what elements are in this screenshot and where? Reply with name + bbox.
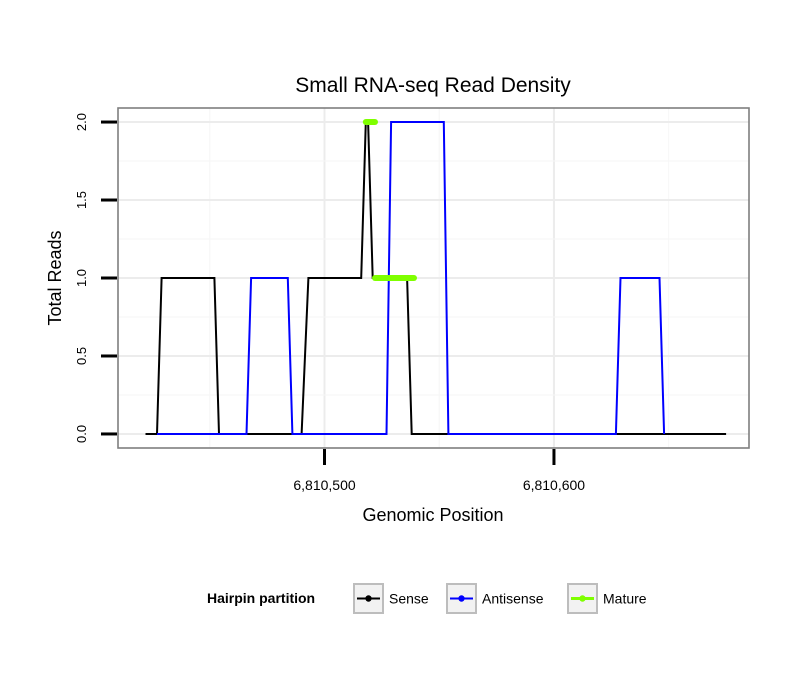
legend: Hairpin partition Sense Antisense Mature [207, 583, 647, 614]
legend-label: Sense [389, 591, 429, 607]
y-tick-label: 0.0 [74, 425, 89, 443]
x-tick-label: 6,810,500 [293, 477, 355, 493]
chart-title: Small RNA-seq Read Density [295, 74, 571, 97]
y-tick-label: 0.5 [74, 347, 89, 365]
series-antisense [157, 121, 666, 435]
legend-item-mature: Mature [567, 583, 647, 614]
y-tick-label: 1.0 [74, 269, 89, 287]
plot-panel-border [117, 107, 750, 449]
series-layer [145, 119, 727, 435]
legend-key-point [579, 595, 586, 602]
legend-title: Hairpin partition [207, 590, 315, 606]
x-axis-label: Genomic Position [362, 505, 503, 525]
legend-item-sense: Sense [353, 583, 429, 614]
x-tick-label: 6,810,600 [523, 477, 585, 493]
legend-item-antisense: Antisense [446, 583, 544, 614]
series-line-antisense [157, 121, 666, 435]
legend-label: Antisense [482, 591, 544, 607]
y-axis-label: Total Reads [45, 230, 65, 325]
legend-label: Mature [603, 591, 647, 607]
series-mature [362, 119, 417, 281]
y-tick-label: 2.0 [74, 113, 89, 131]
legend-key-point [365, 595, 372, 602]
legend-key-point [458, 595, 465, 602]
y-tick-label: 1.5 [74, 191, 89, 209]
axes: 0.0 0.5 1.0 1.5 2.0 6,810,500 6,810,600 [74, 113, 585, 493]
